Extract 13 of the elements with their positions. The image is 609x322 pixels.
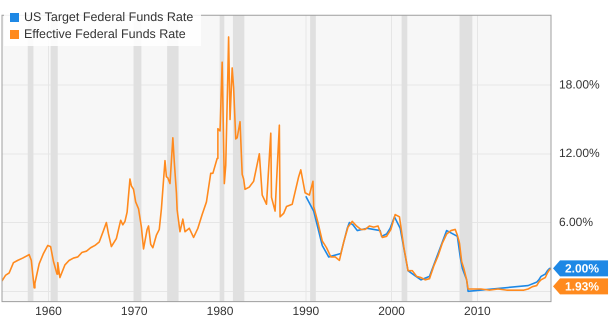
y-tick-label: 12.00% — [559, 146, 600, 160]
annotation: 2.00% — [565, 262, 600, 276]
legend-label: Effective Federal Funds Rate — [24, 26, 186, 43]
x-tick-label: 2010 — [464, 304, 492, 318]
legend-label: US Target Federal Funds Rate — [24, 9, 194, 26]
x-tick-label: 2000 — [378, 304, 406, 318]
x-tick-label: 1990 — [292, 304, 320, 318]
x-tick-label: 1970 — [120, 304, 148, 318]
annotation: 1.93% — [565, 280, 600, 294]
y-tick-label: 18.00% — [559, 77, 600, 92]
x-tick-label: 1960 — [35, 304, 62, 318]
y-tick-label: 6.00% — [559, 214, 594, 229]
x-tick-label: 1980 — [206, 304, 234, 318]
